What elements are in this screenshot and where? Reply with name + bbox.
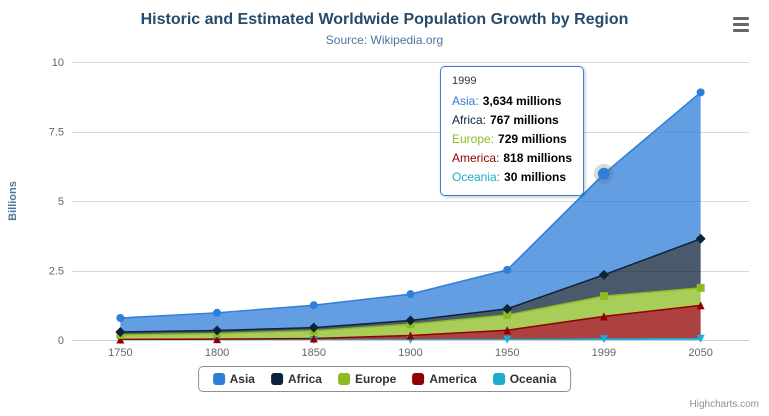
x-axis-tick-label: 1750 [108,347,132,359]
point-marker-america[interactable] [406,331,415,340]
point-marker-europe[interactable] [696,283,705,292]
credits-link[interactable]: Highcharts.com [689,399,759,410]
point-marker-america[interactable] [696,301,705,310]
point-marker-america[interactable] [309,334,318,343]
point-marker-america[interactable] [116,335,125,344]
x-axis-tick-label: 2050 [688,347,712,359]
tooltip-row: Oceania: 30 millions [452,168,572,187]
y-axis-tick-label: 7.5 [49,127,64,139]
point-marker-europe[interactable] [503,311,512,320]
point-marker-asia[interactable] [213,308,222,317]
x-axis-tick-label: 1950 [495,347,519,359]
legend-swatch-oceania [492,373,505,385]
chart-subtitle: Source: Wikipedia.org [325,33,444,47]
tooltip-series-value: 729 millions [498,132,567,146]
legend-item-america[interactable]: America [412,372,477,386]
legend-item-oceania[interactable]: Oceania [492,372,557,386]
legend-swatch-asia [212,373,225,385]
legend-swatch-europe [337,373,350,385]
chart-title: Historic and Estimated Worldwide Populat… [140,11,629,28]
tooltip-row: Africa: 767 millions [452,111,572,130]
legend-label-europe: Europe [354,372,397,386]
tooltip-series-label: Africa: [452,113,487,127]
export-menu-button[interactable] [728,13,754,35]
y-axis-title: Billions [7,181,19,221]
y-axis-tick-label: 5 [58,196,64,208]
tooltip-row: Europe: 729 millions [452,130,572,149]
legend-item-europe[interactable]: Europe [337,372,397,386]
tooltip: 1999 Asia: 3,634 millions Africa: 767 mill… [440,66,585,196]
point-marker-asia[interactable] [309,301,318,310]
hover-point-marker[interactable] [597,167,610,180]
legend: Asia Africa Europe America Oceania [197,366,572,392]
tooltip-series-label: Oceania: [452,170,501,184]
legend-label-america: America [429,372,477,386]
hamburger-icon [733,16,749,20]
x-axis-tick-label: 1999 [592,347,616,359]
legend-label-africa: Africa [287,372,322,386]
point-marker-asia[interactable] [503,265,512,274]
point-marker-oceania[interactable] [696,334,705,343]
point-marker-oceania[interactable] [599,335,608,344]
area-asia [120,92,701,332]
point-marker-africa[interactable] [308,322,319,333]
tooltip-series-label: Europe: [452,132,495,146]
tooltip-series-value: 3,634 millions [482,94,562,108]
point-marker-asia[interactable] [696,88,705,97]
y-axis-tick-label: 0 [58,335,64,347]
tooltip-series-value: 30 millions [504,170,567,184]
point-marker-america[interactable] [503,326,512,335]
tooltip-row: America: 818 millions [452,149,572,168]
point-marker-asia[interactable] [406,290,415,299]
tooltip-series-label: America: [452,151,500,165]
point-marker-europe[interactable] [599,292,608,301]
point-marker-africa[interactable] [405,315,416,326]
point-marker-africa[interactable] [502,303,513,314]
point-marker-america[interactable] [213,335,222,344]
legend-item-asia[interactable]: Asia [212,372,255,386]
hamburger-icon [733,28,749,32]
point-marker-africa[interactable] [115,326,126,337]
x-axis-tick-label: 1800 [205,347,229,359]
y-axis-tick-label: 2.5 [49,266,64,278]
point-marker-oceania[interactable] [503,335,512,344]
legend-label-asia: Asia [229,372,255,386]
y-axis-tick-label: 10 [52,57,64,69]
point-marker-africa[interactable] [212,325,223,336]
tooltip-series-value: 767 millions [490,113,559,127]
point-marker-america[interactable] [599,312,608,321]
x-axis-tick-label: 1900 [398,347,422,359]
area-america [120,305,701,340]
tooltip-series-value: 818 millions [503,151,573,165]
tooltip-series-label: Asia: [452,94,479,108]
legend-label-oceania: Oceania [509,372,557,386]
point-marker-africa[interactable] [695,233,706,244]
legend-swatch-america [412,373,425,385]
legend-swatch-africa [270,373,283,385]
area-africa [120,238,701,335]
tooltip-row: Asia: 3,634 millions [452,92,572,111]
point-marker-asia[interactable] [116,314,125,323]
x-axis-tick-label: 1850 [302,347,326,359]
tooltip-header: 1999 [452,75,477,87]
point-marker-africa[interactable] [598,269,609,280]
legend-item-africa[interactable]: Africa [270,372,322,386]
hamburger-icon [733,22,749,26]
